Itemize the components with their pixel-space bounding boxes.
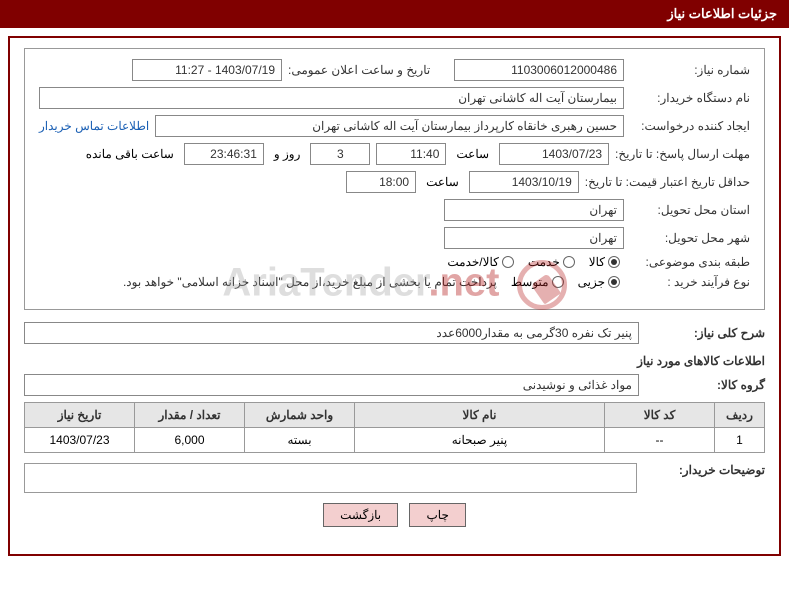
row-validity: حداقل تاریخ اعتبار قیمت: تا تاریخ: 1403/… — [39, 171, 750, 193]
deadline-time: 11:40 — [376, 143, 446, 165]
remain-label: ساعت باقی مانده — [82, 147, 178, 161]
radio-khadamat[interactable]: خدمت — [524, 255, 579, 269]
page-title: جزئیات اطلاعات نیاز — [667, 6, 777, 21]
radio-medium[interactable]: متوسط — [507, 275, 568, 289]
th-row: ردیف — [715, 403, 765, 428]
days-label: روز و — [270, 147, 305, 161]
row-province: استان محل تحویل: تهران — [39, 199, 750, 221]
radio-partial[interactable]: جزیی — [574, 275, 624, 289]
province-value: تهران — [444, 199, 624, 221]
cell-date: 1403/07/23 — [25, 428, 135, 453]
row-need-no: شماره نیاز: 1103006012000486 تاریخ و ساع… — [39, 59, 750, 81]
radio-icon — [608, 256, 620, 268]
row-buyer-note: توضیحات خریدار: — [24, 463, 765, 493]
th-date: تاریخ نیاز — [25, 403, 135, 428]
radio-both-label: کالا/خدمت — [447, 255, 498, 269]
radio-icon — [502, 256, 514, 268]
radio-medium-label: متوسط — [511, 275, 549, 289]
category-label: طبقه بندی موضوعی: — [630, 255, 750, 269]
creator-label: ایجاد کننده درخواست: — [630, 119, 750, 133]
buyer-org-label: نام دستگاه خریدار: — [630, 91, 750, 105]
buyer-org-value: بیمارستان آیت اله کاشانی تهران — [39, 87, 624, 109]
table-row: 1 -- پنیر صبحانه بسته 6,000 1403/07/23 — [25, 428, 765, 453]
desc-value: پنیر تک نفره 30گرمی به مقدار6000عدد — [24, 322, 639, 344]
cell-unit: بسته — [245, 428, 355, 453]
print-button[interactable]: چاپ — [409, 503, 465, 527]
row-process: نوع فرآیند خرید : جزیی متوسط پرداخت تمام… — [39, 275, 750, 289]
row-city: شهر محل تحویل: تهران — [39, 227, 750, 249]
row-buyer-org: نام دستگاه خریدار: بیمارستان آیت اله کاش… — [39, 87, 750, 109]
buyer-note-label: توضیحات خریدار: — [645, 463, 765, 477]
radio-partial-label: جزیی — [578, 275, 605, 289]
desc-label: شرح کلی نیاز: — [645, 326, 765, 340]
announce-label: تاریخ و ساعت اعلان عمومی: — [288, 63, 448, 77]
cell-name: پنیر صبحانه — [355, 428, 605, 453]
row-desc: شرح کلی نیاز: پنیر تک نفره 30گرمی به مقد… — [24, 322, 765, 344]
button-row: چاپ بازگشت — [24, 503, 765, 527]
row-group: گروه کالا: مواد غذائی و نوشیدنی — [24, 374, 765, 396]
validity-time: 18:00 — [346, 171, 416, 193]
time-label-1: ساعت — [452, 147, 493, 161]
time-remaining: 23:46:31 — [184, 143, 264, 165]
group-label: گروه کالا: — [645, 378, 765, 392]
outer-frame: شماره نیاز: 1103006012000486 تاریخ و ساع… — [8, 36, 781, 556]
cell-qty: 6,000 — [135, 428, 245, 453]
validity-date: 1403/10/19 — [469, 171, 579, 193]
announce-value: 1403/07/19 - 11:27 — [132, 59, 282, 81]
radio-icon — [608, 276, 620, 288]
creator-value: حسین رهبری خانقاه کارپرداز بیمارستان آیت… — [155, 115, 624, 137]
cell-row: 1 — [715, 428, 765, 453]
need-no-label: شماره نیاز: — [630, 63, 750, 77]
need-no-value: 1103006012000486 — [454, 59, 624, 81]
buyer-note-box — [24, 463, 637, 493]
inner-frame: شماره نیاز: 1103006012000486 تاریخ و ساع… — [24, 48, 765, 310]
th-code: کد کالا — [605, 403, 715, 428]
page-header: جزئیات اطلاعات نیاز — [0, 0, 789, 28]
radio-icon — [552, 276, 564, 288]
city-value: تهران — [444, 227, 624, 249]
radio-kala-label: کالا — [589, 255, 605, 269]
cell-code: -- — [605, 428, 715, 453]
th-qty: تعداد / مقدار — [135, 403, 245, 428]
items-table: ردیف کد کالا نام کالا واحد شمارش تعداد /… — [24, 402, 765, 453]
payment-note: پرداخت تمام یا بخشی از مبلغ خرید،از محل … — [123, 275, 501, 289]
group-value: مواد غذائی و نوشیدنی — [24, 374, 639, 396]
time-label-2: ساعت — [422, 175, 463, 189]
row-category: طبقه بندی موضوعی: کالا خدمت کالا/خدمت — [39, 255, 750, 269]
deadline-label: مهلت ارسال پاسخ: تا تاریخ: — [615, 147, 750, 161]
radio-kala[interactable]: کالا — [585, 255, 624, 269]
th-unit: واحد شمارش — [245, 403, 355, 428]
table-header-row: ردیف کد کالا نام کالا واحد شمارش تعداد /… — [25, 403, 765, 428]
city-label: شهر محل تحویل: — [630, 231, 750, 245]
radio-khadamat-label: خدمت — [528, 255, 560, 269]
process-label: نوع فرآیند خرید : — [630, 275, 750, 289]
province-label: استان محل تحویل: — [630, 203, 750, 217]
validity-label: حداقل تاریخ اعتبار قیمت: تا تاریخ: — [585, 175, 750, 189]
contact-link[interactable]: اطلاعات تماس خریدار — [39, 119, 149, 133]
row-deadline: مهلت ارسال پاسخ: تا تاریخ: 1403/07/23 سا… — [39, 143, 750, 165]
days-remaining: 3 — [310, 143, 370, 165]
items-section-title: اطلاعات کالاهای مورد نیاز — [24, 354, 765, 368]
back-button[interactable]: بازگشت — [323, 503, 398, 527]
radio-icon — [563, 256, 575, 268]
row-creator: ایجاد کننده درخواست: حسین رهبری خانقاه ک… — [39, 115, 750, 137]
radio-both[interactable]: کالا/خدمت — [443, 255, 517, 269]
th-name: نام کالا — [355, 403, 605, 428]
deadline-date: 1403/07/23 — [499, 143, 609, 165]
